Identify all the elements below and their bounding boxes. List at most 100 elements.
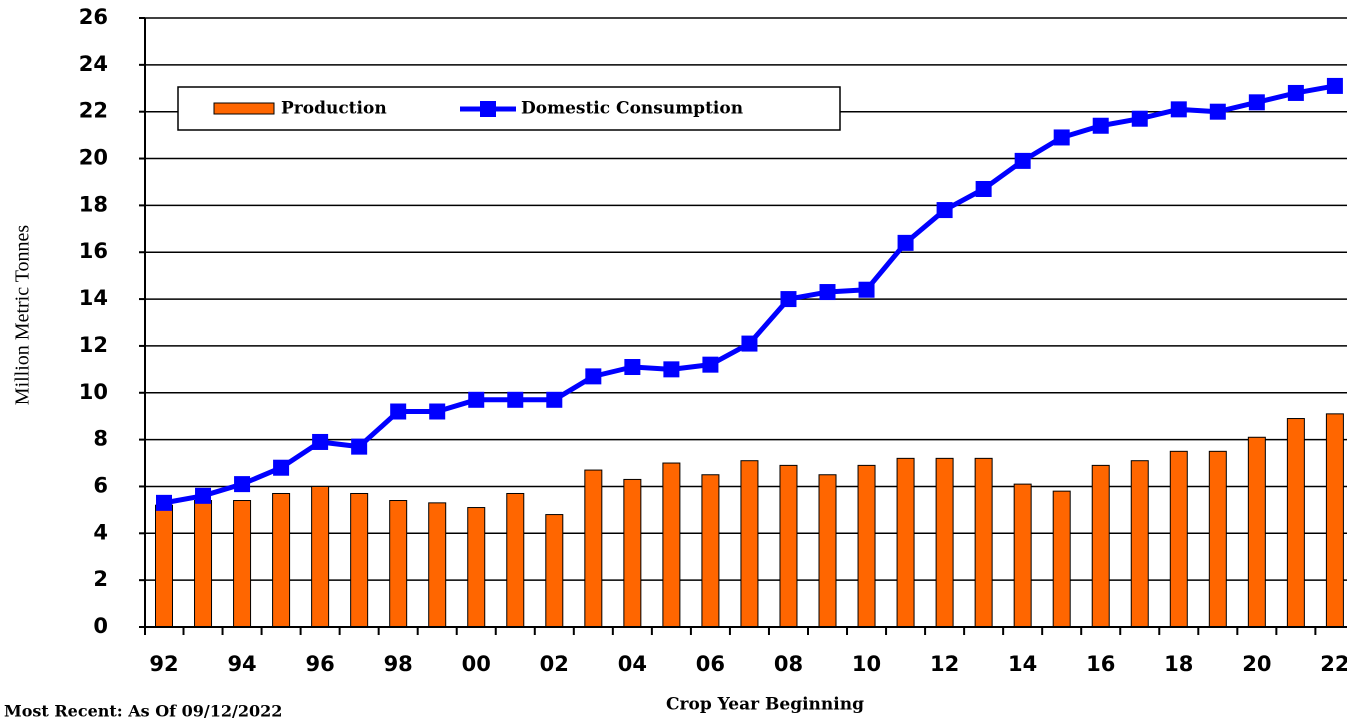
x-tick-label: 98 — [384, 652, 413, 676]
bar — [1208, 450, 1227, 628]
legend-swatch — [480, 101, 496, 117]
marker — [273, 459, 290, 476]
marker — [429, 403, 446, 420]
bar — [194, 500, 213, 628]
marker — [1014, 152, 1031, 169]
marker — [624, 359, 641, 376]
y-tick-label: 20 — [79, 146, 108, 170]
bar — [1169, 450, 1188, 628]
marker — [351, 438, 368, 455]
bar — [1247, 436, 1266, 628]
bar — [1091, 464, 1110, 628]
bar — [1286, 418, 1305, 628]
x-tick-label: 20 — [1242, 652, 1271, 676]
y-tick-label: 6 — [93, 473, 108, 497]
x-tick-label: 06 — [696, 652, 725, 676]
x-tick-label: 10 — [852, 652, 881, 676]
x-tick-label: 00 — [462, 652, 491, 676]
x-tick-label: 14 — [1008, 652, 1037, 676]
marker — [741, 335, 758, 352]
bar — [467, 507, 486, 628]
bar — [506, 492, 525, 628]
marker — [1209, 103, 1226, 120]
marker — [975, 180, 992, 197]
bar — [233, 500, 252, 628]
marker — [195, 487, 212, 504]
x-tick-label: 96 — [306, 652, 335, 676]
bar — [545, 514, 564, 628]
bar — [935, 457, 954, 628]
marker — [1326, 77, 1343, 94]
bar — [389, 500, 408, 628]
y-tick-label: 16 — [79, 239, 108, 263]
bar — [1052, 490, 1071, 628]
y-tick-label: 2 — [93, 567, 108, 591]
x-tick-label: 92 — [149, 652, 178, 676]
marker — [1053, 129, 1070, 146]
marker — [1131, 110, 1148, 127]
bar — [896, 457, 915, 628]
x-tick-label: 94 — [227, 652, 256, 676]
marker — [1248, 94, 1265, 111]
y-tick-label: 22 — [79, 99, 108, 123]
y-tick-label: 8 — [93, 427, 108, 451]
marker — [390, 403, 407, 420]
marker — [468, 391, 485, 408]
marker — [585, 368, 602, 385]
bar — [311, 485, 330, 628]
x-tick-label: 22 — [1320, 652, 1347, 676]
x-tick-label: 02 — [540, 652, 569, 676]
bar — [155, 504, 173, 628]
bar — [623, 478, 642, 628]
marker — [1092, 117, 1109, 134]
bar — [857, 464, 876, 628]
y-tick-label: 14 — [79, 286, 108, 310]
bar — [584, 469, 603, 628]
legend-label: Production — [281, 99, 387, 119]
legend-label: Domestic Consumption — [521, 99, 743, 119]
y-tick-label: 12 — [79, 333, 108, 357]
bar — [818, 474, 837, 628]
bar — [740, 460, 759, 628]
bar — [701, 474, 720, 628]
y-tick-label: 4 — [93, 520, 108, 544]
marker — [702, 356, 719, 373]
marker — [819, 284, 836, 301]
marker — [312, 433, 329, 450]
y-tick-label: 26 — [79, 5, 108, 29]
y-tick-label: 18 — [79, 192, 108, 216]
legend-swatch — [213, 102, 275, 115]
marker — [507, 391, 524, 408]
footnote: Most Recent: As Of 09/12/2022 — [4, 702, 282, 719]
marker — [234, 476, 251, 493]
x-tick-label: 08 — [774, 652, 803, 676]
bar — [350, 492, 369, 628]
bar — [974, 457, 993, 628]
x-tick-label: 04 — [618, 652, 647, 676]
marker — [897, 234, 914, 251]
marker — [1287, 84, 1304, 101]
marker — [156, 494, 172, 511]
bar — [1325, 413, 1344, 628]
bar — [779, 464, 798, 628]
bar — [1130, 460, 1149, 628]
x-axis-label: Crop Year Beginning — [666, 695, 864, 715]
bar — [428, 502, 447, 628]
y-axis-label: Million Metric Tonnes — [12, 225, 34, 406]
y-tick-label: 0 — [93, 614, 108, 638]
marker — [663, 361, 680, 378]
x-tick-label: 18 — [1164, 652, 1193, 676]
marker — [858, 281, 875, 298]
y-tick-label: 10 — [79, 380, 108, 404]
y-tick-label: 24 — [79, 52, 108, 76]
bar — [662, 462, 681, 628]
x-tick-label: 16 — [1086, 652, 1115, 676]
marker — [936, 202, 953, 219]
x-tick-label: 12 — [930, 652, 959, 676]
bar — [1013, 483, 1032, 628]
marker — [546, 391, 563, 408]
bar — [272, 492, 291, 628]
marker — [1170, 101, 1187, 118]
marker — [780, 291, 797, 308]
